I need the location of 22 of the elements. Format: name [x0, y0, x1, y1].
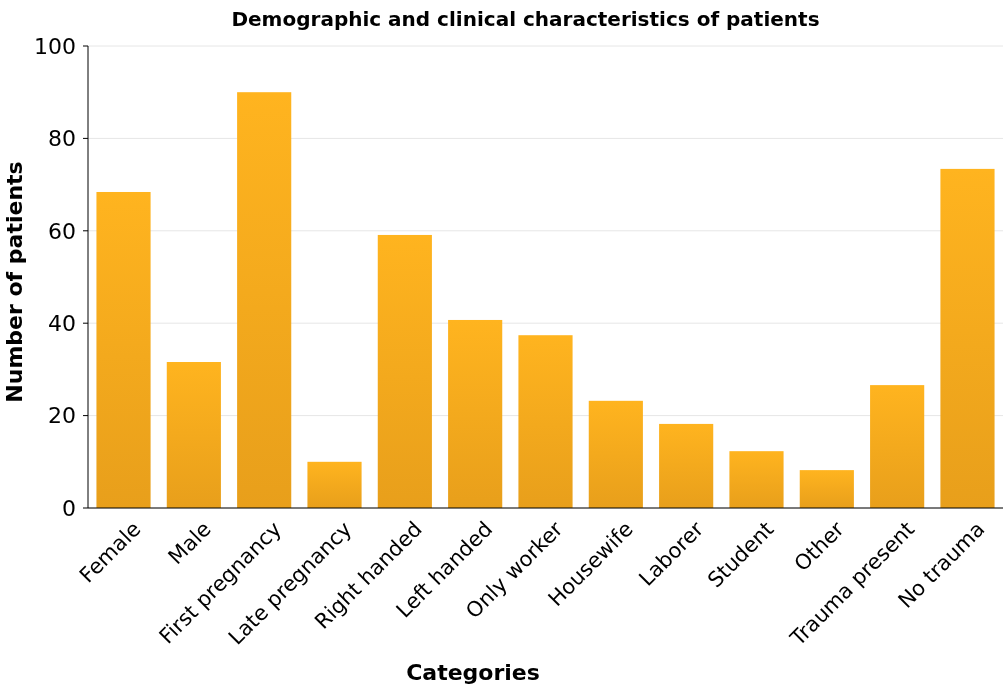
x-axis-title: Categories	[406, 660, 540, 685]
bar	[166, 362, 221, 508]
bar	[870, 385, 925, 508]
y-axis-title: Number of patients	[2, 161, 27, 403]
y-tick-label: 60	[48, 218, 76, 244]
bar	[940, 168, 995, 508]
bar	[518, 335, 573, 508]
y-tick-label: 100	[34, 33, 76, 59]
y-tick-label: 40	[48, 310, 76, 336]
y-tick-label: 0	[62, 495, 76, 521]
bar	[307, 461, 362, 508]
bar	[96, 191, 151, 508]
bar	[659, 423, 714, 508]
bar	[448, 319, 503, 508]
y-tick-label: 20	[48, 403, 76, 429]
bar	[588, 400, 643, 508]
bar	[377, 234, 432, 508]
chart-title: Demographic and clinical characteristics of patients	[231, 7, 820, 31]
bar	[237, 92, 292, 508]
bar	[729, 451, 784, 508]
y-tick-label: 80	[48, 126, 76, 152]
bar	[799, 470, 854, 508]
